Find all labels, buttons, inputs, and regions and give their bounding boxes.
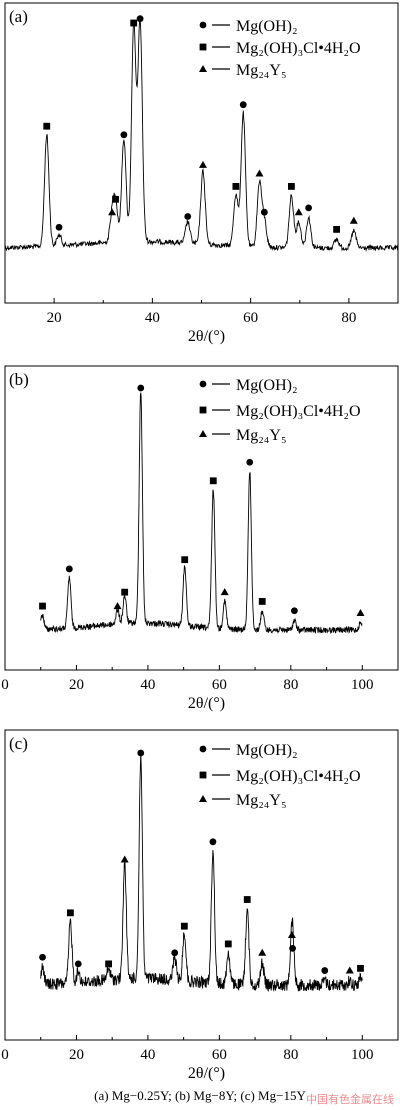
peak-marker-square bbox=[181, 556, 189, 564]
peak-marker-square bbox=[105, 960, 113, 968]
peak-marker-square bbox=[333, 226, 340, 233]
legend-square-marker bbox=[199, 43, 207, 51]
peak-marker-square bbox=[112, 195, 119, 203]
peak-marker-square bbox=[180, 922, 188, 930]
peak-marker-square bbox=[287, 183, 295, 190]
xrd-trace bbox=[4, 19, 399, 252]
x-axis-label: 2θ/(°) bbox=[188, 328, 225, 345]
peak-marker-triangle bbox=[287, 931, 296, 939]
peak-marker-circle bbox=[321, 967, 329, 974]
x-tick-label: 60 bbox=[212, 1047, 227, 1063]
plot-frame bbox=[4, 729, 399, 1041]
peak-marker-circle bbox=[209, 838, 217, 846]
x-tick-label: 40 bbox=[140, 1047, 155, 1063]
figure-caption: (a) Mg−0.25Y; (b) Mg−8Y; (c) Mg−15Y bbox=[94, 1088, 306, 1103]
legend-entry: Mg₂₄Y₅ bbox=[236, 427, 287, 444]
peak-marker-circle bbox=[65, 565, 73, 573]
peak-marker-circle bbox=[137, 749, 145, 757]
panel-label: (c) bbox=[9, 734, 28, 753]
legend-triangle-marker bbox=[199, 430, 207, 437]
peak-marker-circle bbox=[290, 607, 298, 615]
legend-entry: Mg₂(OH)₃Cl•4H₂O bbox=[236, 40, 361, 57]
peak-marker-square bbox=[357, 964, 364, 972]
x-axis-label: 2θ/(°) bbox=[188, 1065, 225, 1082]
peak-marker-triangle bbox=[198, 160, 207, 168]
legend-square-marker bbox=[199, 771, 207, 779]
peak-marker-square bbox=[66, 909, 74, 917]
peak-marker-square bbox=[39, 602, 46, 610]
x-tick-label: 40 bbox=[145, 310, 160, 326]
x-tick-label: 20 bbox=[69, 677, 84, 693]
watermark: 中国有色金属在线 bbox=[306, 1093, 394, 1106]
peak-marker-square bbox=[43, 122, 51, 130]
legend-triangle-marker bbox=[199, 65, 207, 72]
x-tick-label: 20 bbox=[69, 1047, 84, 1063]
peak-marker-circle bbox=[137, 384, 145, 392]
legend-entry: Mg₂(OH)₃Cl•4H₂O bbox=[236, 403, 361, 420]
x-tick-label: 60 bbox=[212, 677, 227, 693]
legend-entry: Mg₂₄Y₅ bbox=[236, 62, 287, 79]
peak-marker-triangle bbox=[108, 208, 117, 216]
legend-square-marker bbox=[199, 406, 207, 414]
peak-marker-triangle bbox=[255, 169, 264, 177]
peak-marker-circle bbox=[74, 960, 82, 968]
legend-entry: Mg(OH)₂ bbox=[236, 18, 298, 35]
peak-marker-triangle bbox=[220, 588, 229, 596]
peak-marker-triangle bbox=[113, 602, 122, 610]
peak-marker-square bbox=[232, 183, 240, 190]
x-tick-label: 20 bbox=[47, 310, 62, 326]
peak-marker-circle bbox=[260, 208, 268, 216]
x-tick-label: 60 bbox=[243, 310, 258, 326]
xrd-trace bbox=[40, 392, 363, 635]
peak-marker-circle bbox=[136, 15, 144, 23]
legend-entry: Mg₂₄Y₅ bbox=[236, 792, 287, 809]
peak-marker-square bbox=[130, 19, 138, 27]
panel-label: (a) bbox=[9, 7, 28, 26]
x-tick-label: 100 bbox=[351, 677, 374, 693]
peak-marker-square bbox=[258, 598, 266, 605]
panel-1: 0 20 40 60 80 100 2θ/(°) (b) Mg(OH)₂ Mg₂(OH)₃Cl•4… bbox=[1, 365, 399, 712]
peak-marker-triangle bbox=[345, 966, 354, 974]
peak-marker-circle bbox=[171, 949, 179, 957]
peak-marker-square bbox=[121, 588, 129, 596]
x-tick-label: 40 bbox=[140, 677, 155, 693]
peak-marker-triangle bbox=[349, 216, 358, 224]
peak-marker-circle bbox=[246, 458, 254, 466]
legend-circle-marker bbox=[199, 21, 207, 29]
peak-marker-triangle bbox=[356, 609, 365, 617]
panel-2: 0 20 40 60 80 100 2θ/(°) (c) Mg(OH)₂ Mg₂(OH)₃Cl•4… bbox=[1, 729, 399, 1082]
xrd-trace bbox=[40, 752, 363, 992]
x-tick-label: 80 bbox=[283, 677, 298, 693]
peak-marker-circle bbox=[184, 213, 192, 220]
peak-marker-square bbox=[209, 477, 217, 485]
peak-marker-square bbox=[243, 896, 251, 903]
legend-triangle-marker bbox=[199, 795, 207, 802]
peak-marker-triangle bbox=[294, 208, 303, 216]
panel-0: 20 40 60 80 2θ/(°) (a) Mg(OH)₂ Mg₂(OH)₃Cl•4H₂O M… bbox=[4, 2, 399, 345]
legend-entry: Mg₂(OH)₃Cl•4H₂O bbox=[236, 768, 361, 785]
peak-marker-circle bbox=[289, 944, 297, 952]
legend-circle-marker bbox=[199, 745, 207, 753]
peak-marker-triangle bbox=[258, 948, 267, 956]
x-tick-label: 80 bbox=[283, 1047, 298, 1063]
legend-circle-marker bbox=[199, 380, 207, 388]
x-tick-label: 80 bbox=[341, 310, 356, 326]
x-tick-label: 0 bbox=[1, 677, 9, 693]
legend-entry: Mg(OH)₂ bbox=[236, 377, 298, 394]
peak-marker-circle bbox=[120, 131, 128, 139]
plot-frame bbox=[4, 365, 399, 671]
x-tick-label: 0 bbox=[1, 1047, 9, 1063]
peak-marker-circle bbox=[239, 101, 247, 109]
panel-label: (b) bbox=[9, 370, 29, 389]
x-axis-label: 2θ/(°) bbox=[188, 695, 225, 712]
peak-marker-circle bbox=[39, 953, 46, 961]
x-tick-label: 100 bbox=[351, 1047, 374, 1063]
legend-entry: Mg(OH)₂ bbox=[236, 742, 298, 759]
peak-marker-triangle bbox=[120, 855, 129, 863]
peak-marker-circle bbox=[305, 204, 312, 212]
peak-marker-circle bbox=[55, 223, 63, 231]
peak-marker-square bbox=[224, 940, 232, 948]
